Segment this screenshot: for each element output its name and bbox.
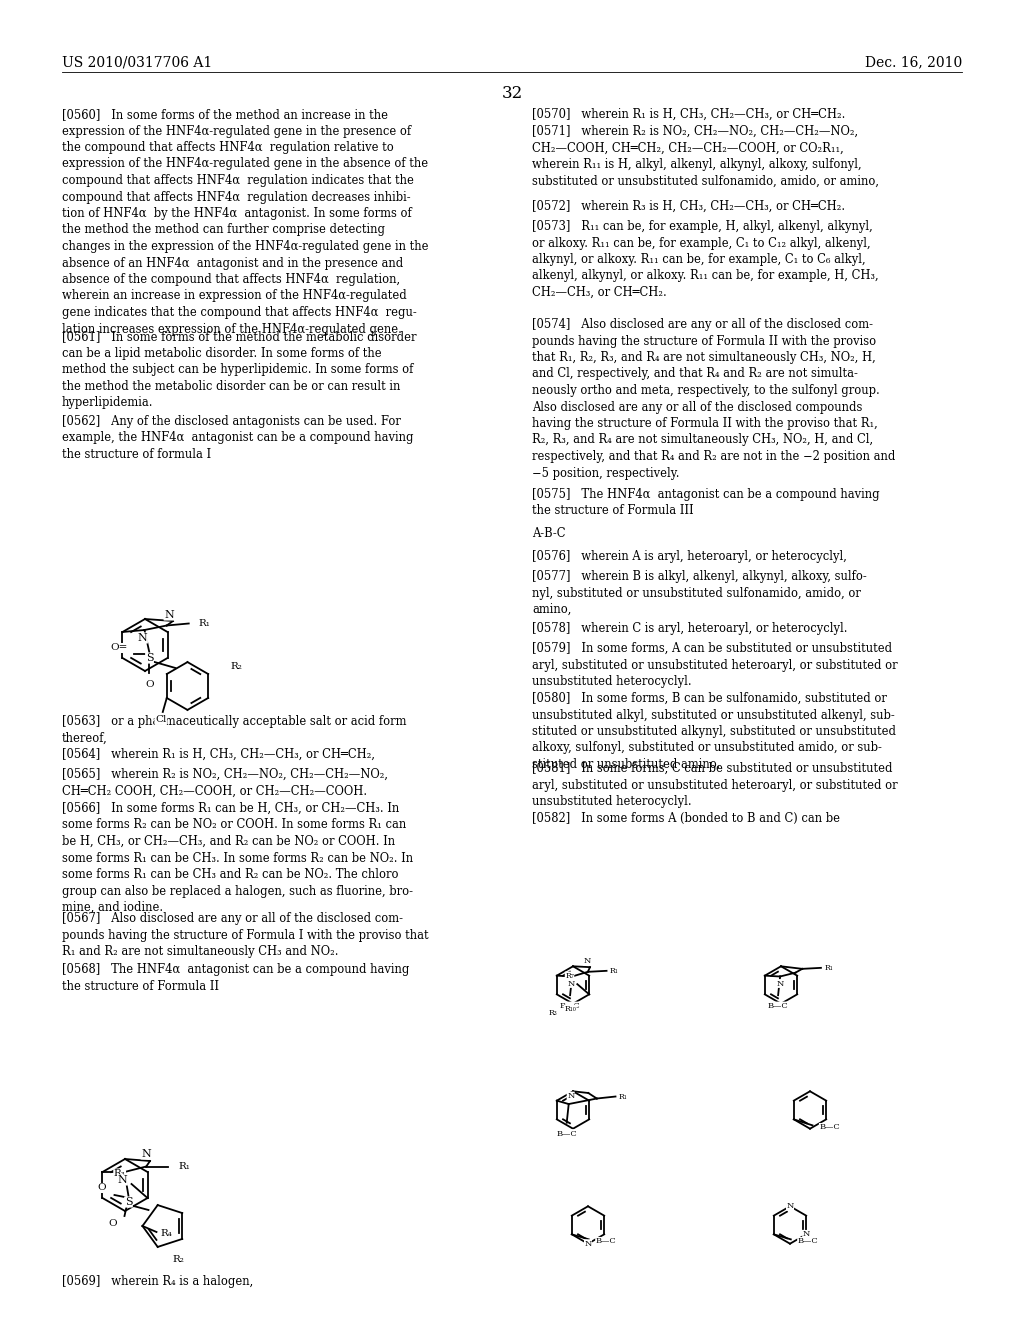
Text: R₁: R₁ (610, 966, 618, 975)
Text: [0570]   wherein R₁ is H, CH₃, CH₂—CH₃, or CH═CH₂.: [0570] wherein R₁ is H, CH₃, CH₂—CH₃, or… (532, 108, 846, 121)
Text: N: N (776, 979, 783, 987)
Text: B—C: B—C (819, 1123, 840, 1131)
Text: US 2010/0317706 A1: US 2010/0317706 A1 (62, 55, 212, 69)
Text: [0562]   Any of the disclosed antagonists can be used. For
example, the HNF4α  a: [0562] Any of the disclosed antagonists … (62, 414, 414, 461)
Text: N: N (567, 979, 574, 987)
Text: N: N (118, 1175, 127, 1185)
Text: [0564]   wherein R₁ is H, CH₃, CH₂—CH₃, or CH═CH₂,: [0564] wherein R₁ is H, CH₃, CH₂—CH₃, or… (62, 748, 375, 762)
Text: [0580]   In some forms, B can be sulfonamido, substituted or
unsubstituted alkyl: [0580] In some forms, B can be sulfonami… (532, 692, 896, 771)
Text: O: O (109, 1220, 118, 1229)
Text: R₂: R₂ (230, 661, 242, 671)
Text: O: O (145, 680, 154, 689)
Text: B—C: B—C (768, 1002, 788, 1010)
Text: N: N (584, 957, 591, 965)
Text: B—C: B—C (560, 1002, 581, 1010)
Text: R₁₀: R₁₀ (564, 1005, 577, 1012)
Text: R₁: R₁ (824, 964, 834, 972)
Text: R₁: R₁ (178, 1162, 190, 1171)
Text: R₁: R₁ (618, 1093, 628, 1101)
Text: [0579]   In some forms, A can be substituted or unsubstituted
aryl, substituted : [0579] In some forms, A can be substitut… (532, 642, 898, 688)
Text: [0575]   The HNF4α  antagonist can be a compound having
the structure of Formula: [0575] The HNF4α antagonist can be a com… (532, 488, 880, 517)
Text: N: N (803, 1230, 810, 1238)
Text: O=: O= (111, 644, 127, 652)
Text: [0566]   In some forms R₁ can be H, CH₃, or CH₂—CH₃. In
some forms R₂ can be NO₂: [0566] In some forms R₁ can be H, CH₃, o… (62, 803, 413, 913)
Text: [0569]   wherein R₄ is a halogen,: [0569] wherein R₄ is a halogen, (62, 1275, 253, 1288)
Text: 32: 32 (502, 84, 522, 102)
Text: N: N (585, 1239, 592, 1247)
Text: [0582]   In some forms A (bonded to B and C) can be: [0582] In some forms A (bonded to B and … (532, 812, 840, 825)
Text: [0560]   In some forms of the method an increase in the
expression of the HNF4α-: [0560] In some forms of the method an in… (62, 108, 428, 335)
Text: [0574]   Also disclosed are any or all of the disclosed com-
pounds having the s: [0574] Also disclosed are any or all of … (532, 318, 895, 479)
Text: N: N (567, 1092, 574, 1100)
Text: O: O (98, 1184, 106, 1192)
Text: N: N (141, 1148, 151, 1159)
Text: [0571]   wherein R₂ is NO₂, CH₂—NO₂, CH₂—CH₂—NO₂,
CH₂—COOH, CH═CH₂, CH₂—CH₂—COOH: [0571] wherein R₂ is NO₂, CH₂—NO₂, CH₂—C… (532, 125, 879, 187)
Text: A-B-C: A-B-C (532, 527, 565, 540)
Text: B—C: B—C (798, 1237, 818, 1245)
Text: [0567]   Also disclosed are any or all of the disclosed com-
pounds having the s: [0567] Also disclosed are any or all of … (62, 912, 429, 958)
Text: Dec. 16, 2010: Dec. 16, 2010 (864, 55, 962, 69)
Text: N: N (786, 1203, 794, 1210)
Text: [0578]   wherein C is aryl, heteroaryl, or heterocyclyl.: [0578] wherein C is aryl, heteroaryl, or… (532, 622, 848, 635)
Text: N: N (164, 610, 174, 620)
Text: [0563]   or a pharmaceutically acceptable salt or acid form
thereof,: [0563] or a pharmaceutically acceptable … (62, 715, 407, 744)
Text: S: S (125, 1197, 132, 1206)
Text: B—C: B—C (596, 1237, 616, 1245)
Text: [0581]   In some forms, C can be substituted or unsubstituted
aryl, substituted : [0581] In some forms, C can be substitut… (532, 762, 898, 808)
Text: [0572]   wherein R₃ is H, CH₃, CH₂—CH₃, or CH═CH₂.: [0572] wherein R₃ is H, CH₃, CH₂—CH₃, or… (532, 201, 845, 213)
Text: R₄: R₄ (161, 1229, 172, 1238)
Text: [0568]   The HNF4α  antagonist can be a compound having
the structure of Formula: [0568] The HNF4α antagonist can be a com… (62, 964, 410, 993)
Text: [0577]   wherein B is alkyl, alkenyl, alkynyl, alkoxy, sulfo-
nyl, substituted o: [0577] wherein B is alkyl, alkenyl, alky… (532, 570, 866, 616)
Text: S: S (145, 653, 154, 663)
Text: B—C: B—C (556, 1130, 577, 1138)
Text: R₃: R₃ (549, 1008, 558, 1016)
Text: [0573]   R₁₁ can be, for example, H, alkyl, alkenyl, alkynyl,
or alkoxy. R₁₁ can: [0573] R₁₁ can be, for example, H, alkyl… (532, 220, 879, 300)
Text: [0576]   wherein A is aryl, heteroaryl, or heterocyclyl,: [0576] wherein A is aryl, heteroaryl, or… (532, 550, 847, 564)
Text: R₃: R₃ (114, 1170, 126, 1177)
Text: Cl: Cl (155, 715, 167, 725)
Text: R₇: R₇ (565, 972, 573, 979)
Text: [0561]   In some forms of the method the metabolic disorder
can be a lipid metab: [0561] In some forms of the method the m… (62, 330, 417, 409)
Text: R₁: R₁ (199, 619, 211, 628)
Text: [0565]   wherein R₂ is NO₂, CH₂—NO₂, CH₂—CH₂—NO₂,
CH═CH₂ COOH, CH₂—COOH, or CH₂—: [0565] wherein R₂ is NO₂, CH₂—NO₂, CH₂—C… (62, 768, 388, 797)
Text: N: N (137, 634, 147, 643)
Text: R₂: R₂ (172, 1255, 184, 1265)
